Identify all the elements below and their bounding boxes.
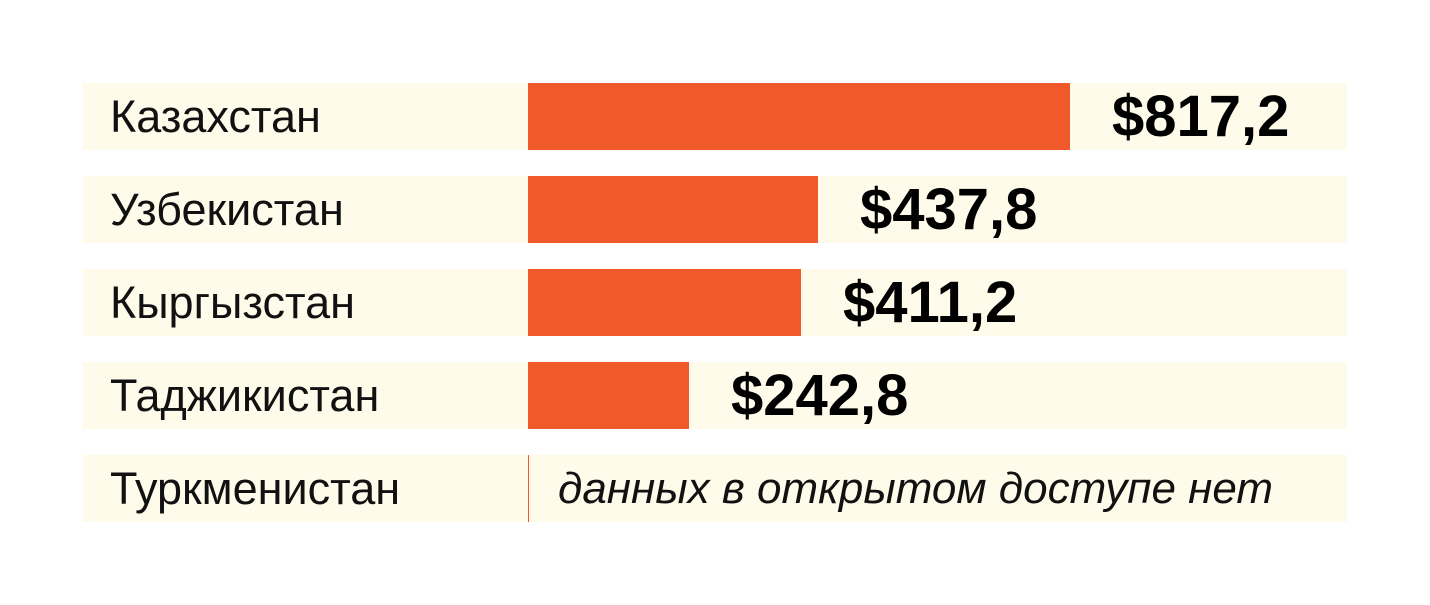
bar — [528, 176, 818, 243]
data-label: $411,2 — [843, 270, 1018, 335]
category-label: Туркменистан — [110, 463, 401, 514]
bar — [528, 362, 689, 429]
row-background — [83, 362, 1347, 429]
data-label: $437,8 — [860, 177, 1038, 242]
row-background — [83, 455, 1347, 522]
data-label: $817,2 — [1112, 84, 1290, 149]
missing-data-note: данных в открытом доступе нет — [558, 464, 1273, 513]
bar — [528, 83, 1070, 150]
category-label: Кыргызстан — [110, 277, 355, 328]
category-label: Таджикистан — [110, 370, 380, 421]
data-label: $242,8 — [731, 363, 909, 428]
bar-baseline — [528, 455, 529, 522]
category-label: Казахстан — [110, 91, 321, 142]
bar — [528, 269, 801, 336]
category-label: Узбекистан — [110, 184, 344, 235]
